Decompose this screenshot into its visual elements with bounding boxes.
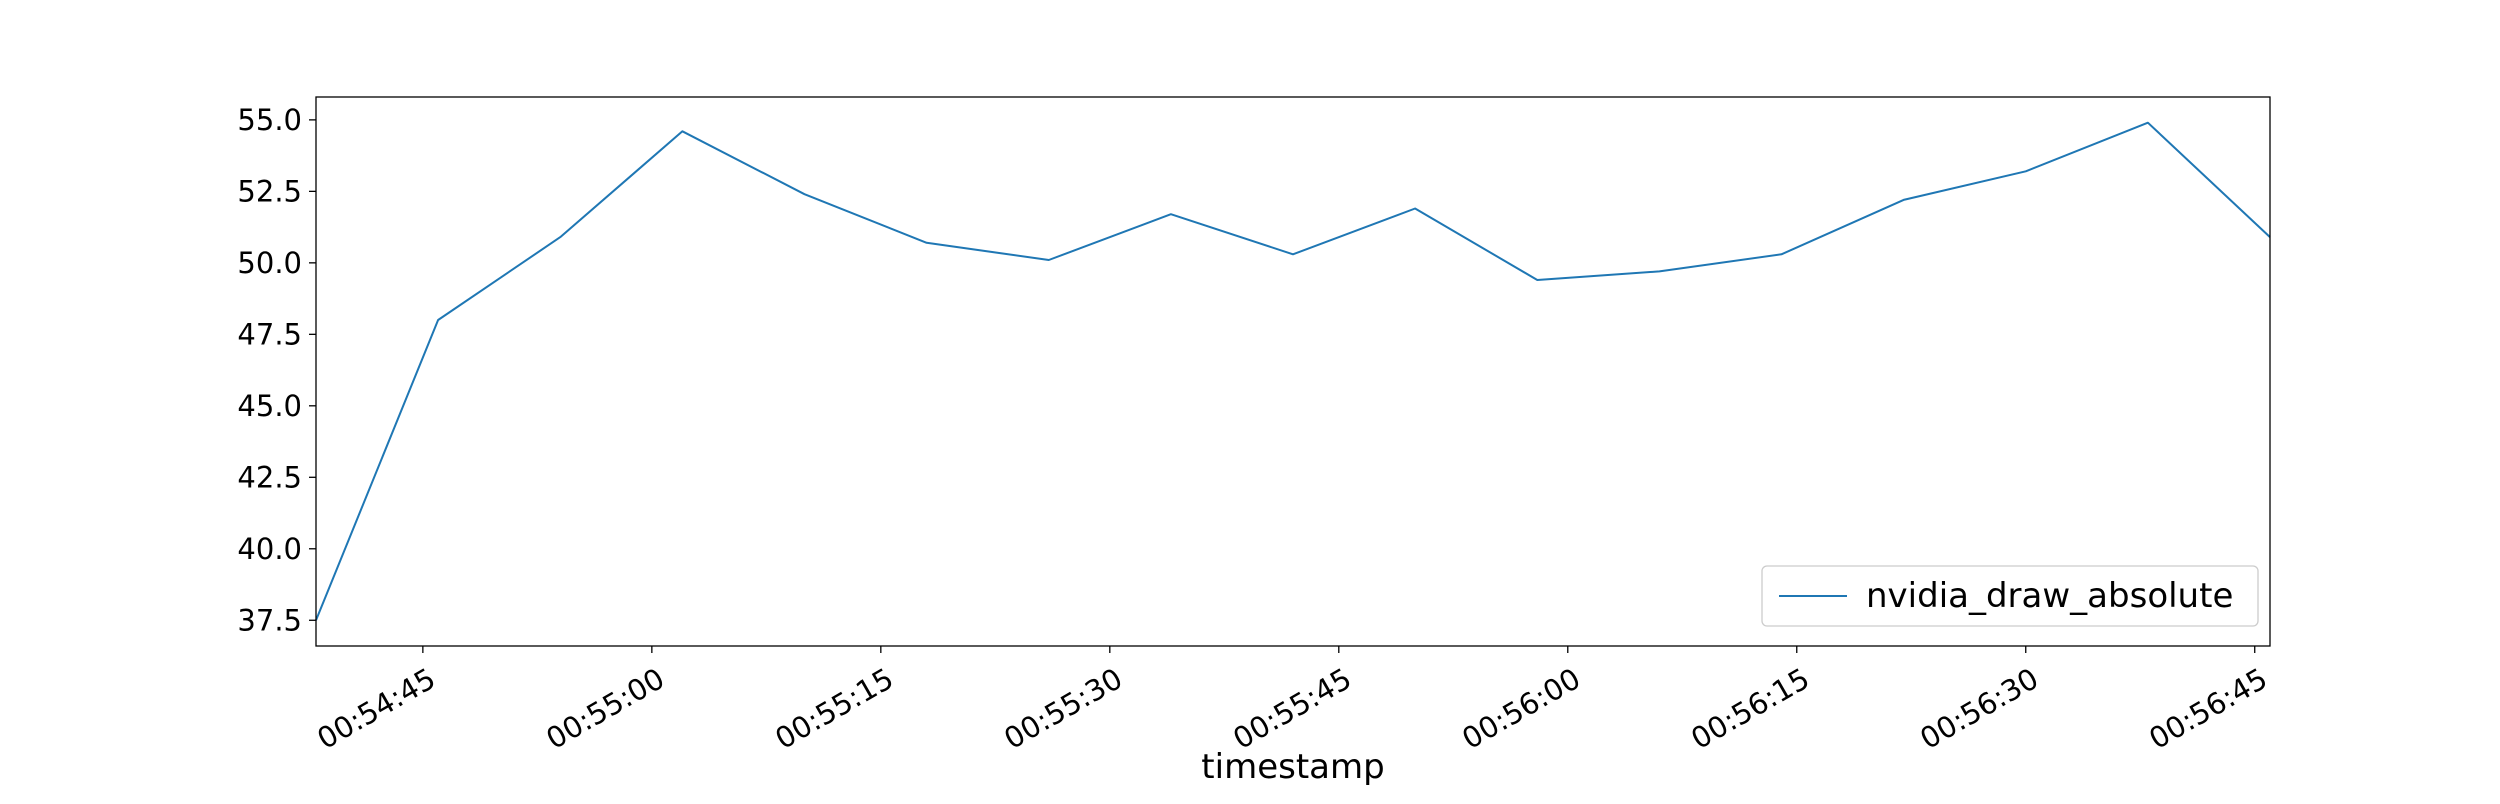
series-layer [315, 121, 2271, 621]
x-tick-label: 00:56:45 [2143, 661, 2273, 756]
series-line-nvidia-draw-absolute [315, 121, 2271, 621]
x-tick-label: 00:55:30 [998, 661, 1128, 756]
x-axis: 00:54:45 00:55:00 00:55:15 00:55:30 00:55:45… [311, 646, 2273, 756]
y-tick-label: 50.0 [237, 246, 302, 280]
legend: nvidia_draw_absolute [1761, 565, 2259, 627]
y-tick-label: 52.5 [237, 174, 302, 208]
x-tick-label: 00:55:45 [1227, 661, 1357, 756]
x-tick-label: 00:55:15 [769, 661, 899, 756]
x-tick-label: 00:56:00 [1456, 661, 1586, 756]
x-tick-label: 00:56:30 [1914, 661, 2044, 756]
x-tick-label: 00:55:00 [540, 661, 670, 756]
x-tick-label: 00:56:15 [1685, 661, 1815, 756]
legend-box [1761, 565, 2259, 627]
y-tick-label: 42.5 [237, 460, 302, 494]
y-axis: 37.5 40.0 42.5 45.0 47.5 50.0 52.5 55.0 [237, 103, 316, 637]
axes-frame [315, 96, 2271, 647]
y-tick-label: 55.0 [237, 103, 302, 137]
x-axis-label: timestamp [1201, 747, 1384, 787]
y-tick-label: 47.5 [237, 317, 302, 351]
x-tick-label: 00:54:45 [311, 661, 441, 756]
y-tick-label: 37.5 [237, 603, 302, 637]
legend-label-nvidia-draw-absolute: nvidia_draw_absolute [1866, 576, 2233, 616]
y-tick-label: 45.0 [237, 389, 302, 423]
y-tick-label: 40.0 [237, 532, 302, 566]
